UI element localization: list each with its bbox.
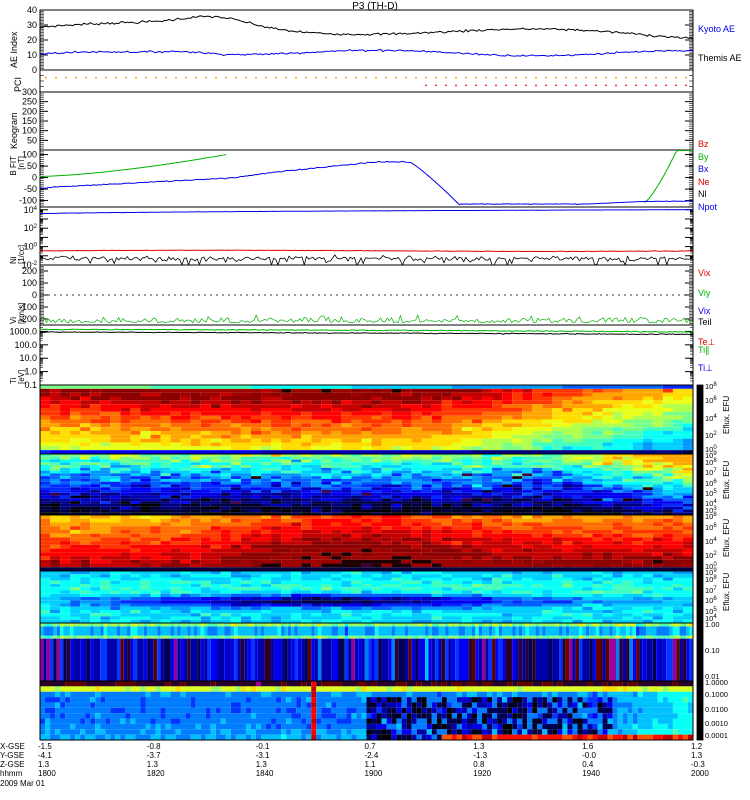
svg-text:100: 100 xyxy=(22,126,37,136)
svg-text:20: 20 xyxy=(27,35,37,45)
svg-text:104: 104 xyxy=(24,205,38,215)
svg-text:200: 200 xyxy=(22,106,37,116)
svg-text:50: 50 xyxy=(27,161,37,171)
svg-text:100: 100 xyxy=(22,150,37,160)
svg-text:100.0: 100.0 xyxy=(14,340,37,350)
svg-text:0.1: 0.1 xyxy=(24,380,37,390)
svg-text:150: 150 xyxy=(22,116,37,126)
svg-text:40: 40 xyxy=(27,5,37,15)
svg-text:102: 102 xyxy=(24,223,38,233)
svg-text:10: 10 xyxy=(27,50,37,60)
svg-text:50: 50 xyxy=(27,135,37,145)
svg-text:30: 30 xyxy=(27,20,37,30)
svg-text:0: 0 xyxy=(32,290,37,300)
svg-text:100: 100 xyxy=(22,278,37,288)
svg-text:-50: -50 xyxy=(24,184,37,194)
svg-text:100: 100 xyxy=(24,242,38,252)
svg-text:-200: -200 xyxy=(19,314,37,324)
svg-text:250: 250 xyxy=(22,97,37,107)
svg-text:0: 0 xyxy=(32,65,37,75)
svg-text:1.0: 1.0 xyxy=(24,367,37,377)
svg-text:300: 300 xyxy=(22,87,37,97)
svg-text:-100: -100 xyxy=(19,302,37,312)
svg-text:10.0: 10.0 xyxy=(19,353,37,363)
svg-text:1000.0: 1000.0 xyxy=(9,326,37,336)
svg-text:0: 0 xyxy=(32,173,37,183)
svg-text:200: 200 xyxy=(22,266,37,276)
